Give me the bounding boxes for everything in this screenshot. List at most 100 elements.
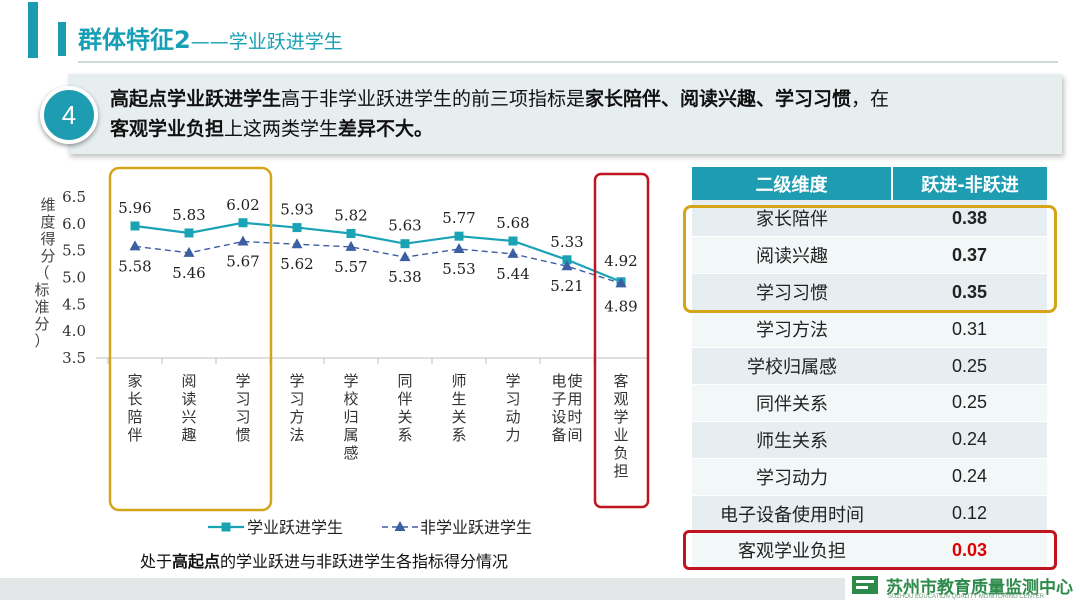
data-point [129, 240, 141, 251]
table-cell-dimension: 电子设备使用时间 [692, 495, 892, 533]
data-point [507, 247, 519, 258]
data-point [615, 277, 627, 288]
line-chart: 维度得分（标准分） 3.5 4.0 4.5 5.0 5.5 6.0 6.5 家长陪伴 阅读兴趣… [34, 166, 650, 537]
data-point [292, 223, 302, 233]
data-point [238, 218, 248, 228]
legend-marker-non-leap [394, 521, 406, 531]
y-tick-label: 3.5 [62, 349, 86, 367]
data-point [453, 243, 465, 254]
data-label: 5.53 [442, 260, 475, 278]
x-category-label: 师生关系 [451, 372, 466, 444]
data-label: 5.67 [226, 253, 259, 271]
data-label: 4.89 [604, 297, 637, 315]
x-category-label: 同伴关系 [397, 372, 412, 444]
data-label: 5.57 [334, 258, 367, 276]
table-cell-dimension: 学习方法 [692, 310, 892, 349]
series-line-non-leap [134, 240, 622, 285]
y-axis-label: 维度得分（标准分） [34, 196, 55, 350]
table-highlight-top3 [683, 205, 1057, 313]
y-axis-ticks: 3.5 4.0 4.5 5.0 5.5 6.0 6.5 [62, 188, 86, 367]
footer-band [0, 578, 845, 600]
data-point [291, 238, 303, 249]
chart-axes [96, 357, 649, 364]
x-category-label: 学习动力 [505, 372, 520, 444]
data-point [184, 228, 194, 238]
y-tick-label: 5.5 [62, 242, 86, 260]
data-label: 5.38 [388, 268, 421, 286]
x-category-label: 客观学业负担 [613, 372, 628, 480]
title-accent-bar [28, 2, 38, 58]
table-row: 学习习惯 0.35 [692, 273, 1047, 312]
table-header-difference: 跃进-非跃进 [892, 167, 1047, 200]
table-cell-difference: 0.24 [892, 458, 1047, 496]
table-row: 学习动力 0.24 [692, 458, 1047, 496]
y-tick-label: 6.5 [62, 188, 86, 206]
table-row: 学习方法 0.31 [692, 310, 1047, 349]
legend-label-leap: 学业跃进学生 [247, 518, 343, 537]
x-category-label: 家长陪伴 [127, 372, 142, 444]
y-tick-label: 4.5 [62, 295, 86, 313]
data-label: 5.96 [118, 199, 151, 217]
table-cell-dimension: 学习动力 [692, 458, 892, 496]
x-category-label: 阅读兴趣 [181, 372, 196, 444]
chart-highlight-boxes [108, 166, 650, 512]
x-category-label: 学习习惯 [235, 372, 250, 444]
data-label: 5.46 [172, 264, 205, 282]
table-row: 电子设备使用时间 0.12 [692, 495, 1047, 533]
table-cell-difference: 0.25 [892, 384, 1047, 422]
data-point [399, 251, 411, 262]
data-label: 5.58 [118, 257, 151, 275]
data-label: 5.68 [496, 214, 529, 232]
data-point [561, 260, 573, 271]
table-header-dimension: 二级维度 [692, 167, 893, 200]
organization-name-en: SUZHOU EDUCATION QUALITY MONITORING CENT… [888, 594, 1045, 600]
table-cell-dimension: 阅读兴趣 [692, 236, 892, 275]
x-category-label: 电子设备使用时间 [551, 372, 582, 444]
data-label: 5.21 [550, 277, 583, 295]
table-cell-dimension: 师生关系 [692, 421, 892, 459]
data-label: 5.93 [280, 201, 313, 219]
data-point [454, 231, 464, 241]
data-label: 5.77 [442, 209, 475, 227]
table-row: 客观学业负担 0.03 [692, 532, 1047, 570]
chart-series: 5.96 5.83 6.02 5.93 5.82 5.63 5.77 5.68 5.33 4.92… [118, 196, 637, 316]
legend-marker-leap [221, 522, 231, 532]
data-point [183, 246, 195, 257]
page-title: 群体特征2——学业跃进学生 [78, 26, 343, 54]
data-label: 5.62 [280, 255, 313, 273]
table-cell-dimension: 学习习惯 [692, 273, 892, 312]
table-row: 学校归属感 0.25 [692, 347, 1047, 385]
y-axis-title: 维度得分（标准分） [34, 196, 55, 350]
y-tick-label: 6.0 [62, 215, 86, 233]
table-cell-difference: 0.37 [892, 236, 1047, 275]
table-row: 同伴关系 0.25 [692, 384, 1047, 422]
finding-number-badge: 4 [40, 86, 98, 144]
table-cell-dimension: 同伴关系 [692, 384, 892, 422]
finding-banner [68, 74, 1062, 154]
y-tick-label: 4.0 [62, 322, 86, 340]
data-label: 6.02 [226, 196, 259, 214]
chart-caption: 处于高起点的学业跃进与非跃进学生各指标得分情况 [140, 552, 509, 571]
data-label: 5.63 [388, 217, 421, 235]
data-point [237, 235, 249, 246]
data-label: 4.92 [604, 252, 637, 270]
y-tick-label: 5.0 [62, 269, 86, 287]
table-row: 师生关系 0.24 [692, 421, 1047, 459]
table-cell-dimension: 客观学业负担 [692, 532, 892, 570]
x-axis-categories: 家长陪伴 阅读兴趣 学习习惯 学习方法 学校归属感 同伴关系 师生关系 学习动力 电子设备使用时… [127, 372, 628, 480]
data-point [345, 240, 357, 251]
data-point [346, 228, 356, 238]
finding-text: 高起点学业跃进学生高于非学业跃进学生的前三项指标是家长陪伴、阅读兴趣、学习习惯，… [110, 88, 890, 140]
data-label: 5.82 [334, 206, 367, 224]
x-category-label: 学习方法 [289, 372, 304, 444]
table-cell-difference: 0.12 [892, 495, 1047, 533]
table-cell-difference: 0.31 [892, 310, 1047, 349]
chart-highlight-top3 [108, 166, 273, 512]
table-cell-difference: 0.25 [892, 347, 1047, 385]
organization-logo-icon [852, 576, 878, 594]
data-label: 5.44 [496, 265, 529, 283]
x-category-label: 学校归属感 [343, 372, 358, 462]
table-cell-difference: 0.24 [892, 421, 1047, 459]
table-cell-difference: 0.03 [892, 532, 1047, 570]
data-label: 5.83 [172, 206, 205, 224]
